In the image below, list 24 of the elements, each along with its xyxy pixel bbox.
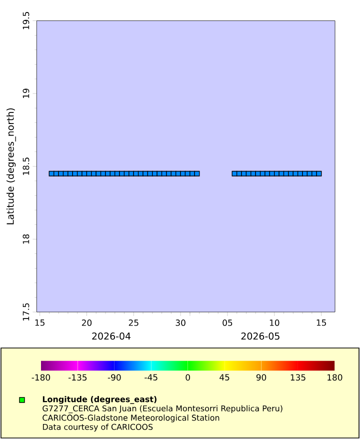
color-bar-label: 0 xyxy=(186,374,190,381)
x-tick-label: 05 xyxy=(222,320,232,326)
x-tick-label: 25 xyxy=(128,320,138,326)
text: 2026-05 xyxy=(241,332,280,340)
color-bar-label: 45 xyxy=(220,374,230,381)
color-bar-label: 135 xyxy=(290,374,306,381)
x-tick-label: 15 xyxy=(316,320,326,326)
y-tick-label: 19 xyxy=(22,88,30,98)
color-bar-label: -180 xyxy=(32,374,50,381)
color-bar-label: -45 xyxy=(144,374,158,381)
y-tick-label: 18 xyxy=(22,234,30,244)
color-bar-label: -135 xyxy=(68,374,87,381)
x-tick-label: 15 xyxy=(35,320,44,326)
x-tick-label: 20 xyxy=(82,320,92,326)
color-bar-label: 180 xyxy=(328,374,342,381)
color-bar-label: 90 xyxy=(256,374,266,381)
y-axis-title: Latitude (degrees_north) xyxy=(6,108,16,224)
x-tick-label: 30 xyxy=(176,320,186,326)
text: 2026-04 xyxy=(92,332,131,340)
y-tick-label: 17.5 xyxy=(22,303,30,320)
y-tick-label: 18.5 xyxy=(22,158,30,175)
x-tick-label: 10 xyxy=(270,320,280,326)
y-tick-label: 19.5 xyxy=(22,12,30,30)
color-bar-label: -90 xyxy=(108,374,121,381)
